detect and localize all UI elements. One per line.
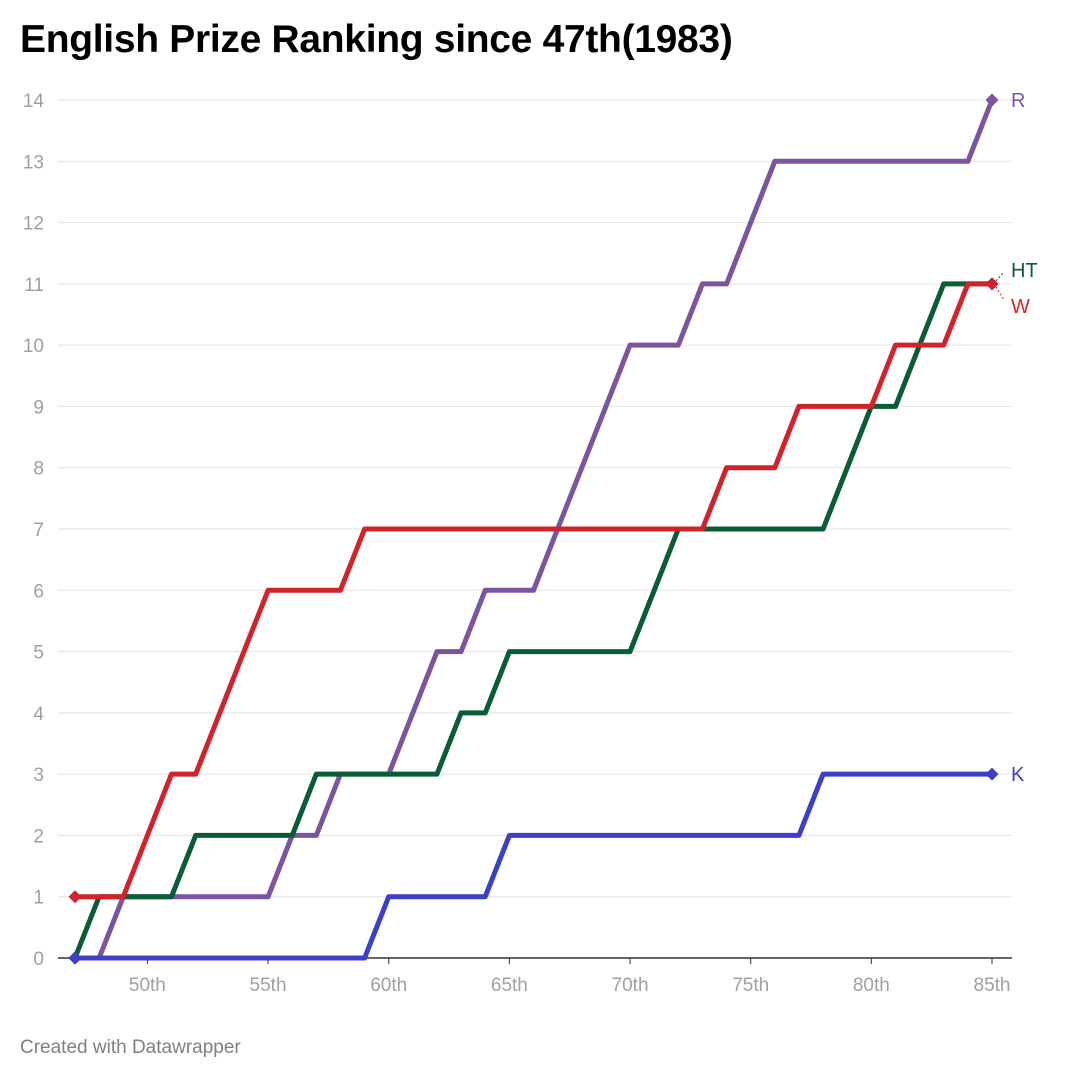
x-tick-label: 80th xyxy=(853,975,890,996)
credit-footer: Created with Datawrapper xyxy=(20,1037,241,1058)
x-tick-label: 55th xyxy=(250,975,287,996)
series-line-w xyxy=(72,281,995,900)
chart-title: English Prize Ranking since 47th(1983) xyxy=(20,18,733,61)
label-connector-w xyxy=(995,286,1005,301)
y-tick-label: 1 xyxy=(33,888,44,909)
label-connector-ht xyxy=(995,271,1005,282)
x-tick-label: 65th xyxy=(491,975,528,996)
y-tick-label: 2 xyxy=(33,826,44,847)
y-tick-label: 11 xyxy=(24,275,44,296)
y-tick-label: 0 xyxy=(33,949,44,970)
y-tick-label: 10 xyxy=(23,336,44,357)
y-tick-label: 13 xyxy=(23,152,44,173)
end-marker-w xyxy=(985,277,999,291)
x-tick-label: 75th xyxy=(732,975,769,996)
y-tick-label: 3 xyxy=(33,765,44,786)
series-line-ht xyxy=(72,281,995,961)
start-marker-w xyxy=(68,890,82,904)
series-label-w: W xyxy=(1011,296,1030,318)
series-label-r: R xyxy=(1011,90,1025,112)
start-marker-k xyxy=(68,951,82,965)
x-tick-label: 70th xyxy=(612,975,649,996)
y-tick-label: 4 xyxy=(33,704,44,725)
series-label-k: K xyxy=(1011,764,1025,786)
y-tick-label: 9 xyxy=(33,397,44,418)
y-tick-label: 14 xyxy=(23,91,45,112)
x-axis-labels: 50th 55th 60th 65th 70th 75th 80th 85th xyxy=(129,958,1011,996)
series-end-labels: R HT W K xyxy=(995,90,1038,786)
y-tick-label: 12 xyxy=(23,214,44,235)
end-marker-r xyxy=(985,93,999,107)
x-tick-label: 85th xyxy=(974,975,1011,996)
end-marker-k xyxy=(985,767,999,781)
gridlines xyxy=(58,99,1012,898)
x-tick-label: 60th xyxy=(370,975,407,996)
series-line-k xyxy=(72,771,995,961)
series-label-ht: HT xyxy=(1011,260,1038,282)
y-tick-label: 6 xyxy=(33,581,44,602)
x-tick-label: 50th xyxy=(129,975,166,996)
y-tick-label: 8 xyxy=(33,459,44,480)
y-tick-label: 7 xyxy=(33,520,44,541)
series-lines xyxy=(68,93,999,965)
y-tick-label: 5 xyxy=(33,643,44,664)
